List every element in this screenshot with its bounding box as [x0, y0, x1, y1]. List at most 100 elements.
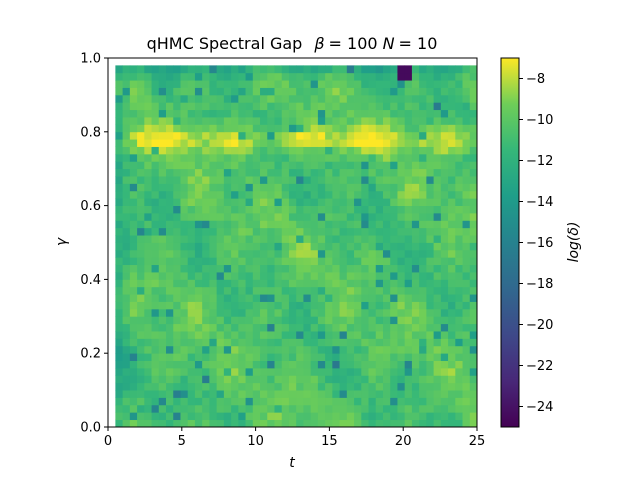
heatmap-cell [216, 316, 225, 325]
heatmap-cell [426, 404, 434, 413]
heatmap-cell [325, 345, 333, 354]
heatmap-cell [368, 227, 377, 236]
heatmap-cell [426, 227, 434, 236]
heatmap-cell [238, 382, 246, 391]
heatmap-cell [346, 102, 355, 111]
heatmap-cell [166, 153, 174, 162]
heatmap-cell [419, 198, 427, 206]
heatmap-cell [433, 412, 442, 421]
heatmap-cell [411, 257, 420, 266]
heatmap-cell [433, 397, 442, 406]
heatmap-cell [115, 375, 124, 384]
heatmap-cell [223, 294, 232, 302]
heatmap-cell [433, 176, 442, 184]
heatmap-cell [339, 308, 348, 317]
heatmap-cell [361, 117, 369, 125]
heatmap-cell [252, 272, 261, 280]
heatmap-cell [455, 382, 463, 391]
heatmap-cell [252, 183, 261, 192]
heatmap-cell [354, 367, 362, 376]
heatmap-cell [151, 286, 160, 295]
heatmap-cell [115, 235, 124, 243]
heatmap-cell [419, 264, 427, 273]
heatmap-cell [122, 227, 131, 236]
heatmap-cell [202, 205, 210, 214]
heatmap-cell [440, 353, 449, 361]
heatmap-cell [158, 367, 167, 376]
heatmap-cell [281, 117, 290, 125]
heatmap-cell [455, 419, 463, 428]
heatmap-cell [180, 109, 189, 118]
heatmap-cell [310, 65, 319, 74]
heatmap-cell [173, 404, 181, 413]
heatmap-cell [137, 102, 145, 111]
heatmap-cell [260, 323, 268, 332]
heatmap-cell [281, 131, 290, 140]
heatmap-cell [209, 323, 218, 332]
heatmap-cell [281, 72, 290, 81]
heatmap-cell [245, 294, 254, 302]
heatmap-cell [317, 338, 326, 347]
heatmap-cell [194, 198, 203, 206]
heatmap-cell [397, 279, 406, 288]
heatmap-cell [361, 235, 369, 243]
heatmap-cell [325, 124, 333, 133]
heatmap-cell [317, 102, 326, 111]
heatmap-cell [375, 323, 384, 332]
heatmap-cell [419, 212, 427, 221]
heatmap-cell [274, 183, 283, 192]
heatmap-cell [202, 412, 210, 421]
heatmap-cell [281, 257, 290, 266]
heatmap-cell [173, 323, 181, 332]
heatmap-cell [448, 168, 456, 177]
heatmap-cell [426, 109, 434, 118]
heatmap-cell [397, 249, 406, 258]
heatmap-cell [223, 390, 232, 398]
heatmap-cell [281, 220, 290, 229]
heatmap-cell [390, 102, 398, 111]
heatmap-cell [209, 249, 218, 258]
heatmap-cell [339, 353, 348, 361]
heatmap-cell [332, 338, 340, 347]
heatmap-cell [238, 397, 246, 406]
heatmap-cell [469, 220, 478, 229]
heatmap-cell [462, 404, 471, 413]
heatmap-cell [281, 308, 290, 317]
heatmap-cell [411, 316, 420, 325]
heatmap-cell [122, 212, 131, 221]
heatmap-cell [129, 72, 138, 81]
heatmap-cell [166, 308, 174, 317]
heatmap-cell [115, 301, 124, 310]
heatmap-cell [281, 353, 290, 361]
heatmap-cell [426, 124, 434, 133]
heatmap-cell [144, 198, 152, 206]
heatmap-cell [325, 227, 333, 236]
heatmap-cell [469, 176, 478, 184]
heatmap-cell [137, 286, 145, 295]
heatmap-cell [238, 375, 246, 384]
heatmap-cell [332, 242, 340, 251]
heatmap-cell [325, 286, 333, 295]
heatmap-cell [252, 286, 261, 295]
heatmap-cell [462, 286, 471, 295]
heatmap-cell [310, 353, 319, 361]
heatmap-cell [137, 404, 145, 413]
heatmap-cell [129, 109, 138, 118]
heatmap-cell [180, 397, 189, 406]
heatmap-cell [368, 301, 377, 310]
heatmap-cell [404, 131, 413, 140]
heatmap-cell [440, 331, 449, 339]
heatmap-cell [166, 131, 174, 140]
heatmap-cell [231, 316, 239, 325]
heatmap-cell [411, 308, 420, 317]
heatmap-cell [202, 323, 210, 332]
heatmap-cell [151, 272, 160, 280]
heatmap-cell [339, 176, 348, 184]
heatmap-cell [166, 397, 174, 406]
heatmap-cell [346, 279, 355, 288]
heatmap-cell [137, 87, 145, 96]
heatmap-cell [202, 198, 210, 206]
heatmap-cell [433, 161, 442, 170]
heatmap-cell [404, 124, 413, 133]
heatmap-cell [455, 345, 463, 354]
